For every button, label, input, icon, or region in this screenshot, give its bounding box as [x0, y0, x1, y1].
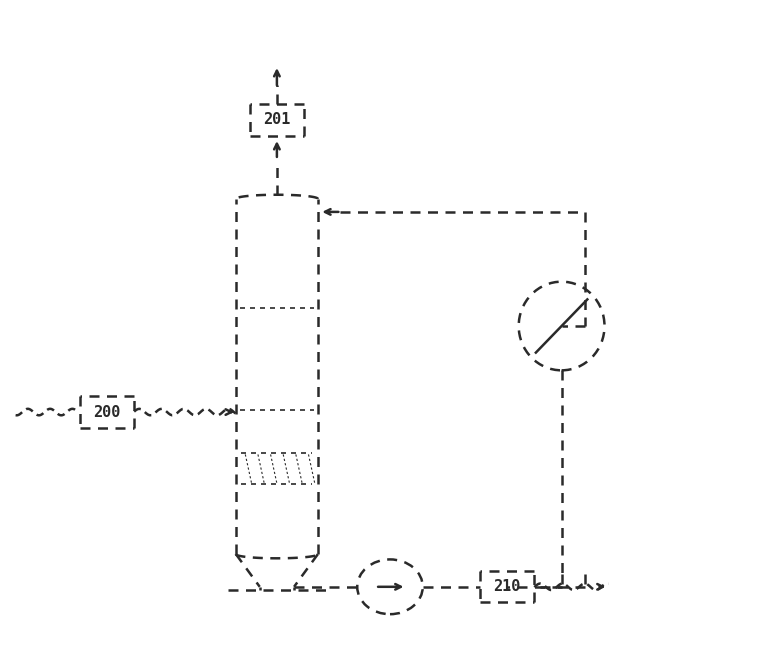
- Text: 201: 201: [263, 112, 291, 128]
- Text: 200: 200: [93, 404, 121, 420]
- Text: 210: 210: [493, 579, 521, 595]
